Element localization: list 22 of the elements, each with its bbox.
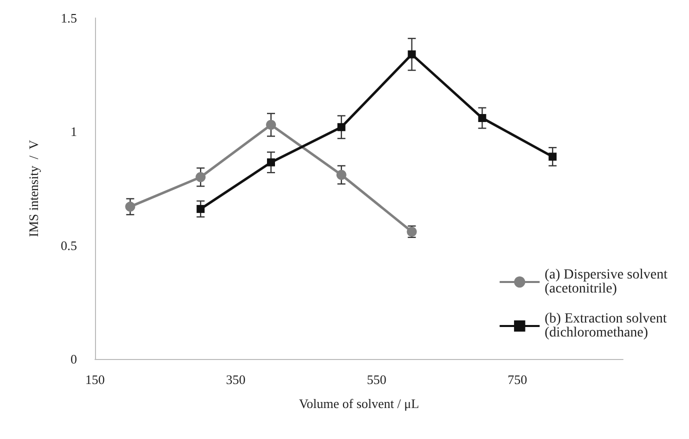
point [478,114,486,122]
x-tick-label: 350 [226,372,246,387]
point [336,170,346,180]
x-tick-label: 550 [366,372,386,387]
point [267,158,275,166]
x-tick-label: 750 [508,372,528,387]
point [196,172,206,182]
y-tick-label: 1.5 [60,10,77,26]
x-axis-title: Volume of solvent / μL [298,396,420,411]
y-axis-title: IMS intensity / V [26,139,41,237]
point [266,120,276,130]
legend-label: (a) Dispersive solvent (acetonitrile) [544,268,672,296]
y-tick-label: 0.5 [60,238,77,253]
point [125,202,136,212]
point [196,204,205,213]
point [337,123,346,132]
point [548,152,557,161]
y-tick-label: 0 [70,352,77,366]
point [408,50,416,58]
x-tick-label: 150 [85,372,105,387]
legend-label: (b) Extraction solvent (dichloromethane) [544,312,670,340]
y-tick-label: 1 [70,124,77,140]
